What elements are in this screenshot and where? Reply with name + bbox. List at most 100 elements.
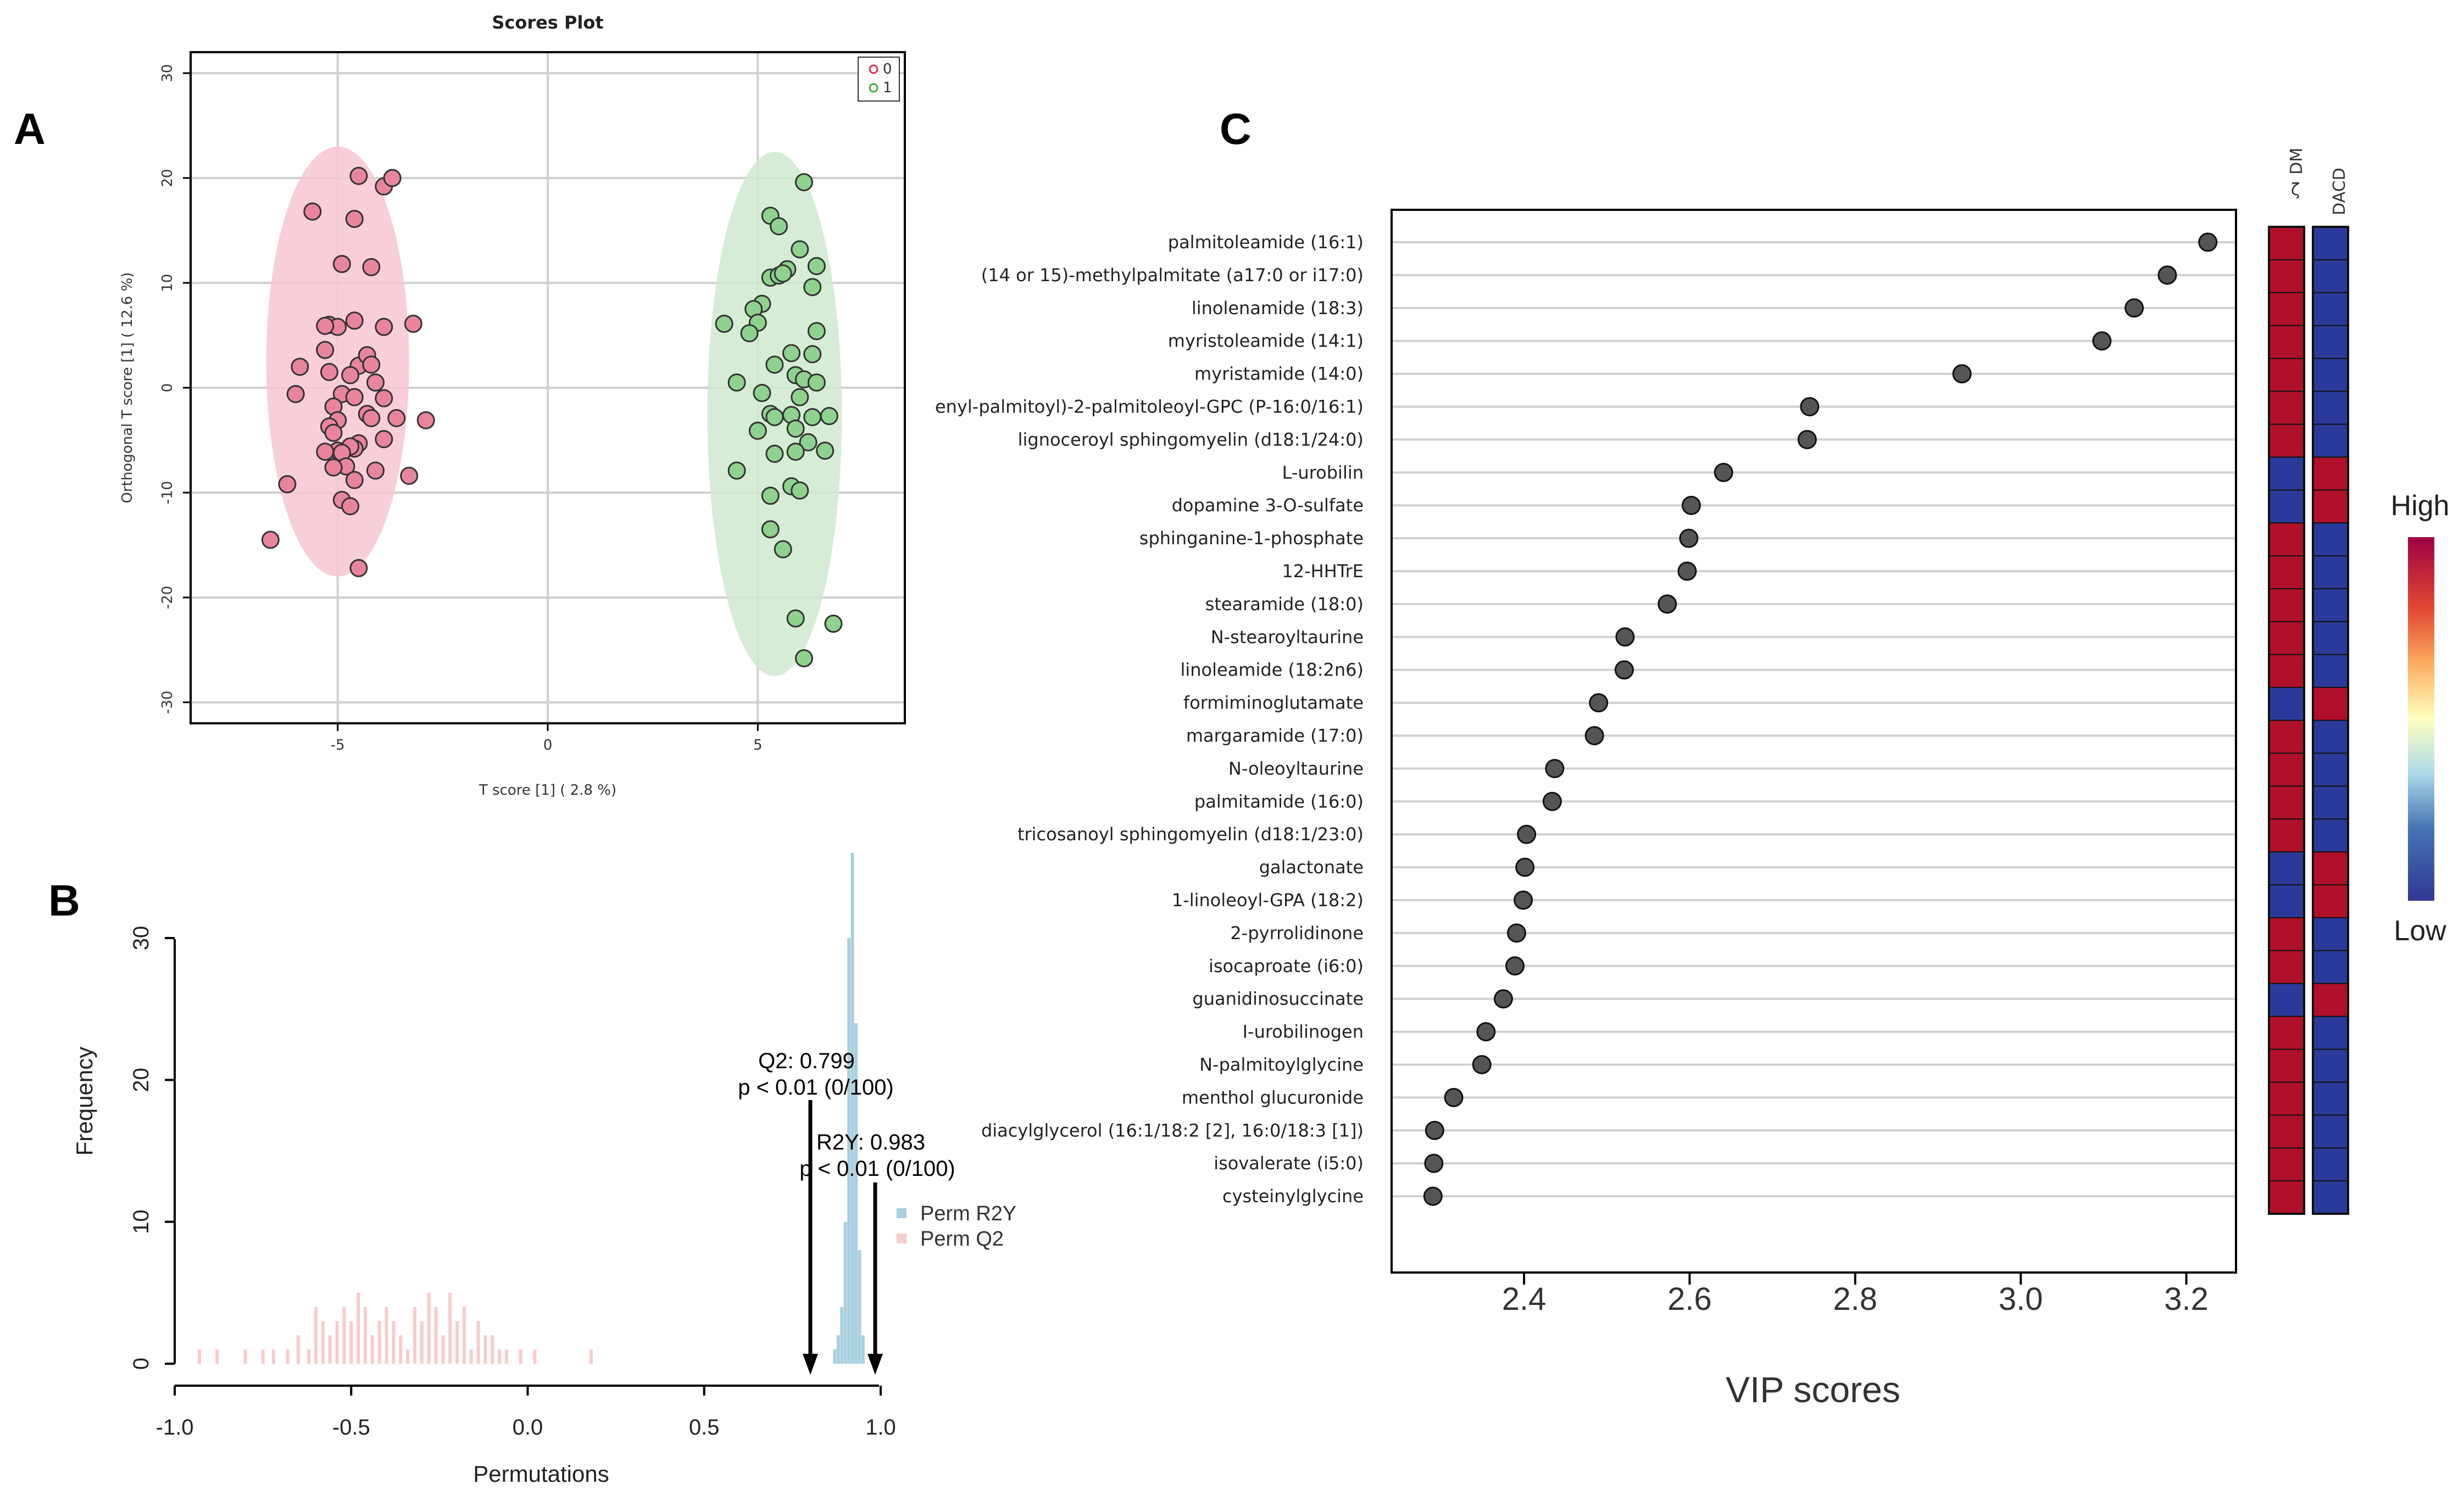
a-point-group-1: [791, 240, 809, 259]
a-x-tick-label: 0: [543, 737, 553, 754]
b-y-axis-label: Frequency: [71, 1047, 97, 1156]
c-metabolite-label: isocaproate (i6:0): [1209, 956, 1364, 977]
a-point-group-0: [375, 430, 393, 449]
c-metabolite-label: palmitamide (16:0): [1194, 791, 1364, 812]
a-point-group-0: [375, 389, 393, 408]
a-point-group-1: [803, 345, 822, 364]
q2-arrow-head: [803, 1354, 818, 1375]
a-ticks: -5 0 5 -30 -20 -10 0 10 20 30: [159, 64, 763, 754]
a-point-group-0: [316, 316, 335, 335]
a-point-group-0: [362, 258, 381, 276]
b-bar-q2: [363, 1307, 367, 1364]
a-point-group-1: [770, 217, 788, 236]
c-heatmap-cell-dacd: [2312, 456, 2349, 491]
c-vip-dot: [1514, 890, 1533, 910]
c-vip-dot: [1444, 1087, 1464, 1107]
c-heatmap-cell-dm: [2268, 621, 2305, 655]
a-point-group-1: [765, 444, 784, 463]
c-heatmap-cell-dacd: [2312, 719, 2349, 754]
a-point-group-1: [786, 609, 805, 628]
a-point-group-1: [765, 355, 784, 374]
b-bar-r2y: [858, 1250, 861, 1364]
a-point-group-1: [753, 384, 771, 403]
a-point-group-0: [324, 458, 343, 477]
a-point-group-1: [807, 373, 826, 392]
c-vip-dot: [1545, 758, 1565, 778]
c-heatmap-cell-dm: [2268, 588, 2305, 622]
c-metabolite-label: dopamine 3-O-sulfate: [1172, 495, 1364, 516]
a-point-group-0: [286, 384, 305, 403]
panel-c: C palmitoleamide (16:1) (14 or 15)-methyl…: [893, 104, 2449, 1410]
c-heatmap-cell-dm: [2268, 423, 2305, 458]
c-metabolite-label: 1-(1-enyl-palmitoyl)-2-palmitoleoyl-GPC …: [893, 397, 1364, 417]
b-bar-q2: [476, 1321, 480, 1364]
a-point-group-0: [345, 471, 364, 489]
c-metabolite-label: galactonate: [1259, 857, 1364, 878]
b-y-tick-label: 0: [129, 1358, 153, 1370]
panel-b: B -1.0 -0.5 0.0 0.5 1.0 0 10 20 30 Frequency Per…: [48, 853, 1016, 1487]
c-metabolite-label: 2-pyrrolidinone: [1230, 923, 1364, 944]
c-x-tick-label: 2.4: [1502, 1281, 1547, 1317]
c-vip-dot: [1424, 1153, 1444, 1173]
a-point-group-1: [803, 278, 822, 297]
c-vip-dot: [1476, 1022, 1496, 1042]
b-bar-q2: [519, 1349, 522, 1364]
a-point-group-1: [786, 419, 805, 438]
c-heatmap-cell-dacd: [2312, 851, 2349, 886]
b-bar-q2: [335, 1321, 339, 1364]
scores-plot-title: Scores Plot: [492, 12, 603, 33]
a-y-axis-label: Orthogonal T score [1] ( 12.6 %): [119, 272, 136, 504]
c-heatmap-cell-dm: [2268, 884, 2305, 918]
c-plot-frame: [1390, 209, 2237, 1274]
a-point-group-1: [761, 520, 780, 539]
c-heatmap-cell-dm: [2268, 325, 2305, 359]
c-heatmap-cell-dm: [2268, 1147, 2305, 1182]
b-bar-q2: [455, 1321, 459, 1364]
b-bar-q2: [491, 1335, 494, 1364]
c-metabolite-label: linolenamide (18:3): [1192, 298, 1364, 319]
a-point-group-0: [345, 388, 364, 406]
c-heatmap-cell-dacd: [2312, 687, 2349, 721]
c-vip-dot: [1493, 989, 1513, 1009]
c-heatmap-cell-dacd: [2312, 1114, 2349, 1149]
a-y-tick-label: 0: [159, 383, 176, 393]
heatmap-header-c: ζ: [2291, 180, 2300, 199]
a-point-group-1: [774, 540, 792, 559]
b-bar-q2: [589, 1349, 593, 1364]
c-heatmap-cell-dm: [2268, 358, 2305, 392]
c-metabolite-label: I-urobilinogen: [1243, 1022, 1364, 1042]
c-vip-dot: [1507, 923, 1527, 943]
b-bar-q2: [392, 1321, 396, 1364]
a-legend-label-1: 1: [883, 80, 892, 96]
b-bar-q2: [413, 1307, 416, 1364]
c-metabolite-label: linoleamide (18:2n6): [1180, 660, 1364, 680]
b-bar-q2: [434, 1307, 438, 1364]
c-heatmap-cell-dacd: [2312, 390, 2349, 425]
b-y-tick-label: 20: [129, 1068, 153, 1092]
b-bar-q2: [321, 1321, 325, 1364]
b-bar-q2: [197, 1349, 201, 1364]
a-point-group-0: [316, 341, 335, 359]
b-bar-q2: [483, 1335, 487, 1364]
c-heatmap-cell-dm: [2268, 917, 2305, 951]
a-point-group-0: [345, 210, 364, 228]
b-bar-q2: [215, 1349, 219, 1364]
b-bar-q2: [498, 1349, 502, 1364]
a-point-group-0: [349, 559, 368, 577]
c-vip-dot: [1681, 495, 1701, 515]
c-vip-dot: [1714, 462, 1733, 482]
c-x-axis-label: VIP scores: [1726, 1369, 1900, 1410]
panel-label-c: C: [1220, 104, 1252, 153]
c-ticks: 2.4 2.6 2.8 3.0 3.2: [1502, 1273, 2209, 1317]
b-y-tick-label: 30: [129, 926, 153, 951]
q2-value-annotation: Q2: 0.799: [758, 1049, 855, 1073]
b-bar-q2: [243, 1349, 247, 1364]
c-heatmap-cell-dm: [2268, 950, 2305, 984]
c-heatmap-cell-dacd: [2312, 950, 2349, 984]
a-y-tick-label: 10: [159, 274, 176, 292]
a-point-group-1: [807, 322, 826, 341]
c-heatmap-cell-dm: [2268, 489, 2305, 524]
b-bars: [197, 853, 865, 1364]
c-vip-dot: [1505, 956, 1525, 976]
